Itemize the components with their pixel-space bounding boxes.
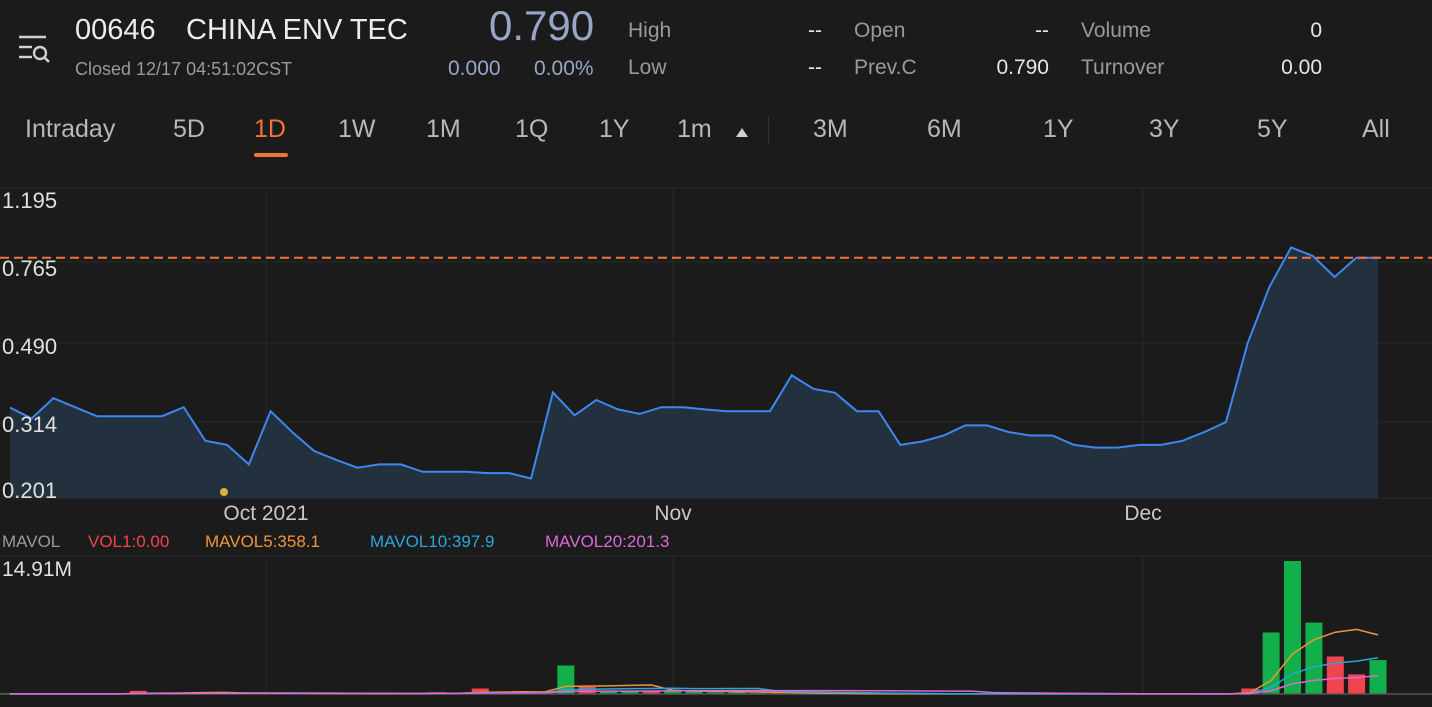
- tab-1m[interactable]: 1M: [426, 115, 461, 143]
- volume-bar: [706, 692, 724, 694]
- volume-bar: [471, 688, 489, 694]
- x-axis-label: Dec: [1124, 502, 1161, 525]
- tab-all[interactable]: All: [1362, 115, 1390, 143]
- y-axis-label: 0.765: [2, 256, 57, 281]
- price-change-percent: 0.00%: [534, 57, 594, 80]
- tab-1q[interactable]: 1Q: [515, 115, 549, 143]
- turnover-label: Turnover: [1081, 56, 1165, 79]
- open-label: Open: [854, 19, 906, 42]
- last-price: 0.790: [489, 2, 595, 49]
- y-axis-label: 0.490: [2, 334, 57, 359]
- dropdown-triangle-icon[interactable]: [736, 128, 748, 137]
- event-marker-icon[interactable]: [220, 488, 228, 496]
- price-change: 0.000: [448, 57, 501, 80]
- tab-5d[interactable]: 5D: [173, 115, 205, 143]
- volume-bar: [728, 692, 746, 694]
- mavol10-label: MAVOL10:397.9: [370, 532, 495, 551]
- low-value: --: [808, 56, 822, 79]
- volume-bar: [129, 690, 147, 694]
- volume-bar: [642, 690, 660, 694]
- volume-bar: [1348, 674, 1366, 694]
- volume-bar: [1369, 660, 1387, 694]
- tab-5y[interactable]: 5Y: [1257, 115, 1288, 143]
- tab-3m[interactable]: 3M: [813, 115, 848, 143]
- x-axis-label: Oct 2021: [223, 502, 308, 525]
- volume-max-label: 14.91M: [2, 558, 72, 581]
- prev-close-value: 0.790: [996, 56, 1049, 79]
- volume-bar: [664, 691, 682, 694]
- mavol20-line: [10, 675, 1379, 695]
- volume-bar: [1326, 656, 1344, 694]
- volume-bar: [685, 691, 703, 694]
- x-axis-label: Nov: [654, 502, 692, 525]
- low-label: Low: [628, 56, 667, 79]
- mavol-title: MAVOL: [2, 532, 61, 551]
- tab-intraday[interactable]: Intraday: [25, 115, 116, 143]
- volume-bar: [621, 690, 639, 694]
- tab-1y[interactable]: 1Y: [599, 115, 630, 143]
- high-label: High: [628, 19, 672, 42]
- volume-label: Volume: [1081, 19, 1152, 42]
- volume-bar: [1262, 632, 1280, 694]
- volume-value: 0: [1310, 19, 1322, 42]
- tab-1d[interactable]: 1D: [254, 115, 286, 143]
- tab-1y-long[interactable]: 1Y: [1043, 115, 1074, 143]
- y-axis-label: 0.201: [2, 478, 57, 503]
- turnover-value: 0.00: [1281, 56, 1322, 79]
- mavol5-line: [10, 628, 1379, 695]
- tab-3y[interactable]: 3Y: [1149, 115, 1180, 143]
- price-area: [10, 247, 1378, 498]
- market-status: Closed 12/17 04:51:02CST: [75, 59, 293, 79]
- open-value: --: [1035, 19, 1049, 42]
- high-value: --: [808, 19, 822, 42]
- prev-close-label: Prev.C: [854, 56, 917, 79]
- volume-bar: [1241, 688, 1259, 694]
- mavol10-line: [10, 656, 1379, 695]
- menu-search-icon[interactable]: [18, 34, 52, 66]
- active-tab-indicator: [254, 153, 288, 157]
- y-axis-label: 1.195: [2, 188, 57, 213]
- volume-bar: [600, 691, 617, 694]
- mavol5-label: MAVOL5:358.1: [205, 532, 320, 551]
- tab-separator: [768, 116, 769, 144]
- tab-1min-dropdown[interactable]: 1m: [677, 115, 712, 143]
- volume-bar: [1284, 561, 1301, 694]
- y-axis-label: 0.314: [2, 412, 57, 437]
- stock-code: 00646: [75, 14, 156, 46]
- volume-bar: [1305, 622, 1323, 694]
- tab-6m[interactable]: 6M: [927, 115, 962, 143]
- mavol20-label: MAVOL20:201.3: [545, 532, 670, 551]
- price-line: [9, 246, 1378, 480]
- volume-bar: [578, 686, 596, 694]
- stock-name: CHINA ENV TEC: [186, 14, 408, 46]
- tab-1w[interactable]: 1W: [338, 115, 376, 143]
- vol1-label: VOL1:0.00: [88, 532, 170, 551]
